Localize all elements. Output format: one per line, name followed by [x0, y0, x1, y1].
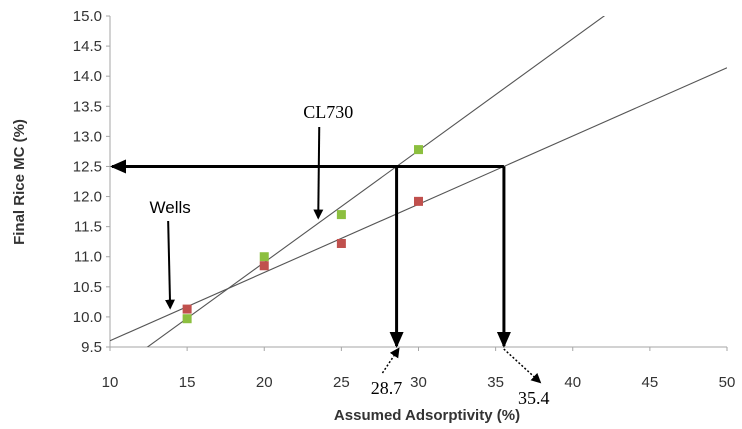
annotation-cl730-arrow	[313, 126, 324, 220]
y-tick-label: 10.0	[73, 309, 102, 326]
y-tick-label: 11.0	[74, 249, 102, 266]
y-tick-label: 10.5	[73, 279, 102, 296]
data-point-2	[336, 238, 346, 248]
y-tick-label: 15.0	[73, 8, 102, 25]
y-tick-label: 12.5	[73, 158, 102, 175]
axes	[106, 15, 728, 351]
annotation-28-7: 28.7	[371, 378, 403, 398]
reference-arrows	[110, 159, 511, 348]
y-tick-label: 9.5	[81, 339, 102, 356]
trendlines	[110, 16, 727, 347]
y-tick-labels: 9.5 10.0 10.5 11.0 11.5 12.0 12.5 13.0 13.5 14.0 1…	[73, 8, 102, 356]
x-tick-label: 25	[333, 374, 350, 391]
annotation-wells-arrow	[164, 220, 175, 310]
y-tick-label: 11.5	[74, 219, 102, 236]
y-tick-label: 13.0	[73, 128, 102, 145]
trendline-1	[146, 16, 606, 347]
x-tick-label: 40	[564, 374, 581, 391]
data-point-2	[259, 261, 269, 271]
data-point-2	[414, 196, 423, 206]
data-point-1	[414, 145, 423, 155]
x-axis-title: Assumed Adsorptivity (%)	[334, 407, 520, 424]
x-tick-label: 35	[487, 374, 504, 391]
x-tick-label: 30	[410, 374, 427, 391]
x-tick-label: 45	[642, 374, 659, 391]
y-tick-label: 14.0	[73, 68, 102, 85]
annotation-35-4-pointer	[503, 348, 542, 384]
x-tick-labels: 10 15 20 25 30 35 40 45 50	[102, 374, 736, 391]
data-points	[182, 145, 423, 324]
data-point-1	[259, 252, 269, 262]
annotation-wells: Wells	[150, 198, 191, 217]
y-tick-label: 14.5	[73, 38, 102, 55]
data-point-1	[182, 314, 192, 324]
annotations: CL730 Wells 28.7 35.4	[150, 102, 550, 408]
y-tick-label: 12.0	[73, 189, 102, 206]
y-axis-title: Final Rice MC (%)	[11, 119, 28, 245]
annotation-28-7-pointer	[381, 347, 400, 374]
x-tick-label: 50	[719, 374, 736, 391]
y-tick-label: 13.5	[73, 98, 102, 115]
annotation-cl730: CL730	[303, 102, 353, 122]
x-tick-label: 15	[179, 374, 196, 391]
x-tick-label: 20	[256, 374, 273, 391]
x-tick-label: 10	[102, 374, 119, 391]
annotation-35-4: 35.4	[518, 388, 550, 408]
data-point-2	[182, 304, 192, 314]
data-point-1	[336, 210, 346, 220]
